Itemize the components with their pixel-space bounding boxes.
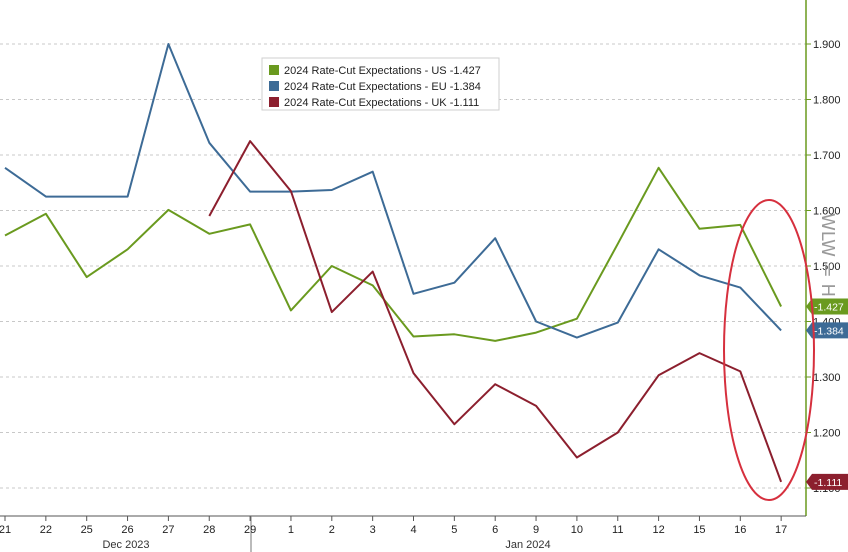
y-tick-label: 1.800 [813,95,841,107]
x-tick-label: 1 [288,524,294,536]
y-tick-label: 1.200 [813,428,841,440]
legend: 2024 Rate-Cut Expectations - US -1.427 2… [261,57,500,111]
last-value-tag-bg [806,322,848,339]
y-axis-ticks: 1.1001.2001.3001.4001.5001.6001.7001.800… [806,39,841,495]
month-label-jan: Jan 2024 [505,539,550,551]
legend-swatch-us [269,65,279,75]
series-line-us [4,166,782,342]
x-tick-label: 27 [162,524,174,536]
x-axis-ticks: 21 22 25 26 27 28 29 1 2 3 4 5 6 9 10 11 12 15 16 17 [0,516,787,536]
x-tick-label: 2 [329,524,335,536]
x-tick-label: 29 [244,524,256,536]
series-line-eu [4,43,782,339]
x-tick-label: 25 [81,524,93,536]
y-tick-label: 1.300 [813,372,841,384]
legend-label-us: 2024 Rate-Cut Expectations - US -1.427 [284,65,481,77]
x-tick-label: 26 [121,524,133,536]
last-value-tag: -1.111 [814,477,842,489]
x-tick-label: 21 [0,524,11,536]
last-value-tags: -1.427 -1.384 -1.111 [806,298,848,490]
x-tick-label: 28 [203,524,215,536]
series-line-uk [208,140,783,483]
last-value-tag: -1.384 [814,325,844,337]
legend-swatch-eu [269,81,279,91]
legend-label-eu: 2024 Rate-Cut Expectations - EU -1.384 [284,81,481,93]
x-tick-label: 12 [652,524,664,536]
x-tick-label: 6 [492,524,498,536]
x-tick-label: 4 [410,524,416,536]
y-tick-label: 1.700 [813,150,841,162]
legend-label-uk: 2024 Rate-Cut Expectations - UK -1.111 [284,97,479,109]
legend-swatch-uk [269,97,279,107]
highlight-ellipse [723,199,815,501]
last-value-tag: -1.427 [814,302,844,314]
x-tick-label: 3 [370,524,376,536]
watermark-text: WLW = H [817,213,838,297]
series-lines [4,43,783,483]
legend-box [261,57,500,111]
x-tick-label: 11 [612,524,623,536]
month-label-dec: Dec 2023 [102,539,149,551]
y-tick-label: 1.900 [813,39,841,51]
x-tick-label: 16 [734,524,746,536]
x-tick-label: 22 [40,524,52,536]
x-tick-label: 9 [533,524,539,536]
y-tick-label: 1.500 [813,261,841,273]
x-tick-label: 17 [775,524,787,536]
x-tick-label: 10 [571,524,583,536]
x-tick-label: 5 [451,524,457,536]
last-value-tag-bg [806,473,848,490]
y-tick-label: 1.600 [813,206,841,218]
last-value-tag-bg [806,298,848,315]
x-tick-label: 15 [693,524,705,536]
